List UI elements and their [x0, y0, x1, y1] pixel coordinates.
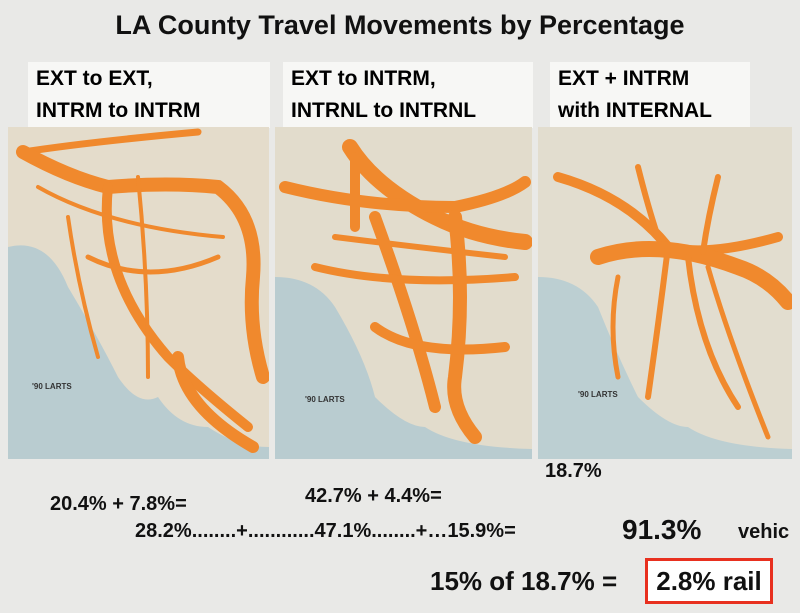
map-caption: '90 LARTS	[305, 395, 345, 404]
sea	[275, 277, 532, 459]
heading-line: INTRNL to INTRNL	[291, 99, 477, 122]
note: 18.7%	[545, 460, 602, 482]
note: 20.4% + 7.8%=	[50, 493, 187, 515]
note: 28.2%........+............47.1%........+…	[135, 520, 516, 542]
heading-line: EXT to INTRM,	[291, 67, 436, 90]
panel-heading: EXT to EXT, INTRM to INTRM	[28, 62, 270, 128]
note: 42.7% + 4.4%=	[305, 485, 442, 507]
flow-lines	[279, 139, 532, 444]
total: 91.3%	[622, 514, 702, 545]
flow-lines	[16, 128, 269, 453]
map-caption: '90 LARTS	[32, 382, 72, 391]
sea	[8, 245, 269, 459]
heading-line: with INTERNAL	[558, 99, 712, 122]
title: LA County Travel Movements by Percentage	[115, 10, 685, 40]
note: vehic	[738, 521, 790, 543]
flow-lines	[553, 164, 792, 440]
panel-heading: EXT + INTRM with INTERNAL	[550, 62, 750, 128]
heading-line: INTRM to INTRM	[36, 99, 201, 122]
map: '90 LARTS	[538, 127, 792, 459]
heading-line: EXT + INTRM	[558, 67, 690, 90]
map-caption: '90 LARTS	[578, 390, 618, 399]
map: '90 LARTS	[8, 127, 269, 459]
note: 15% of 18.7% =	[430, 566, 618, 596]
panel-heading: EXT to INTRM, INTRNL to INTRNL	[283, 62, 533, 128]
sea	[538, 277, 792, 459]
rail-result: 2.8% rail	[645, 558, 773, 604]
heading-line: EXT to EXT,	[36, 67, 153, 90]
map: '90 LARTS	[275, 127, 532, 459]
